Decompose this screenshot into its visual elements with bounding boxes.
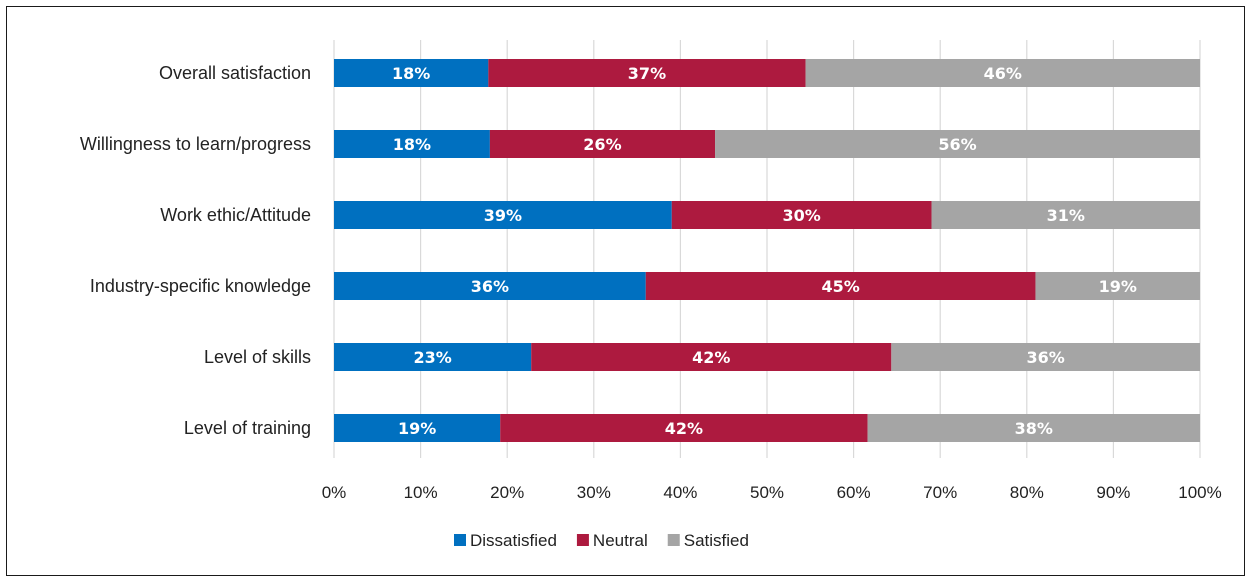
category-label: Level of skills [204,347,311,367]
bar-segment-dissatisfied [334,272,646,300]
bar-segment-satisfied [891,343,1200,371]
legend-label-satisfied: Satisfied [684,531,749,550]
bar-segment-neutral [645,272,1036,300]
bar-segment-satisfied [931,201,1200,229]
x-tick-label: 40% [663,483,697,502]
x-tick-label: 100% [1178,483,1221,502]
data-label: 30% [782,206,820,225]
bar-segment-dissatisfied [334,59,489,87]
legend-swatch-neutral [576,534,589,546]
data-label: 45% [821,277,859,296]
data-label: 36% [471,277,509,296]
data-label: 18% [392,64,430,83]
legend: Dissatisfied Neutral Satisfied [454,531,749,550]
legend-label-dissatisfied: Dissatisfied [470,531,557,550]
bar-segment-neutral [500,414,868,442]
data-label: 26% [583,135,621,154]
bar-segment-neutral [488,59,806,87]
category-label: Level of training [184,418,311,438]
data-label: 19% [1099,277,1137,296]
legend-swatch-satisfied [667,534,680,546]
data-label: 56% [938,135,976,154]
x-tick-label: 30% [577,483,611,502]
data-label: 42% [665,419,703,438]
data-label: 23% [413,348,451,367]
x-tick-label: 20% [490,483,524,502]
category-label: Work ethic/Attitude [160,205,311,225]
data-label: 39% [484,206,522,225]
data-label: 19% [398,419,436,438]
category-label: Overall satisfaction [159,63,311,83]
bar-segment-satisfied [867,414,1200,442]
data-label: 36% [1027,348,1065,367]
bar-segment-satisfied [1035,272,1200,300]
data-label: 37% [628,64,666,83]
x-tick-label: 90% [1096,483,1130,502]
bar-segment-neutral [489,130,716,158]
category-label: Willingness to learn/progress [80,134,311,154]
legend-swatch-dissatisfied [454,534,466,546]
x-tick-label: 60% [837,483,871,502]
category-labels: Overall satisfaction Willingness to learn… [80,63,311,438]
x-tick-label: 50% [750,483,784,502]
data-label: 42% [692,348,730,367]
data-label: 46% [984,64,1022,83]
bar-segment-neutral [531,343,892,371]
bars: 18% 37% 46% 18% 26% 56% 39% 30% 31% 36% 45% 19% 23% 4… [334,59,1200,442]
bar-segment-dissatisfied [334,343,532,371]
category-label: Industry-specific knowledge [90,276,311,296]
bar-segment-dissatisfied [334,414,501,442]
bar-segment-dissatisfied [334,201,672,229]
gridlines [333,40,1201,458]
x-tick-label: 0% [322,483,347,502]
x-tick-labels: 0% 10% 20% 30% 40% 50% 60% 70% 80% 90% 100% [322,483,1222,502]
data-label: 18% [393,135,431,154]
data-label: 38% [1015,419,1053,438]
bar-segment-satisfied [715,130,1200,158]
bar-segment-dissatisfied [334,130,490,158]
legend-label-neutral: Neutral [593,531,648,550]
x-tick-label: 70% [923,483,957,502]
bar-segment-satisfied [805,59,1200,87]
x-tick-label: 80% [1010,483,1044,502]
bar-segment-neutral [671,201,932,229]
data-label: 31% [1047,206,1085,225]
x-tick-label: 10% [404,483,438,502]
